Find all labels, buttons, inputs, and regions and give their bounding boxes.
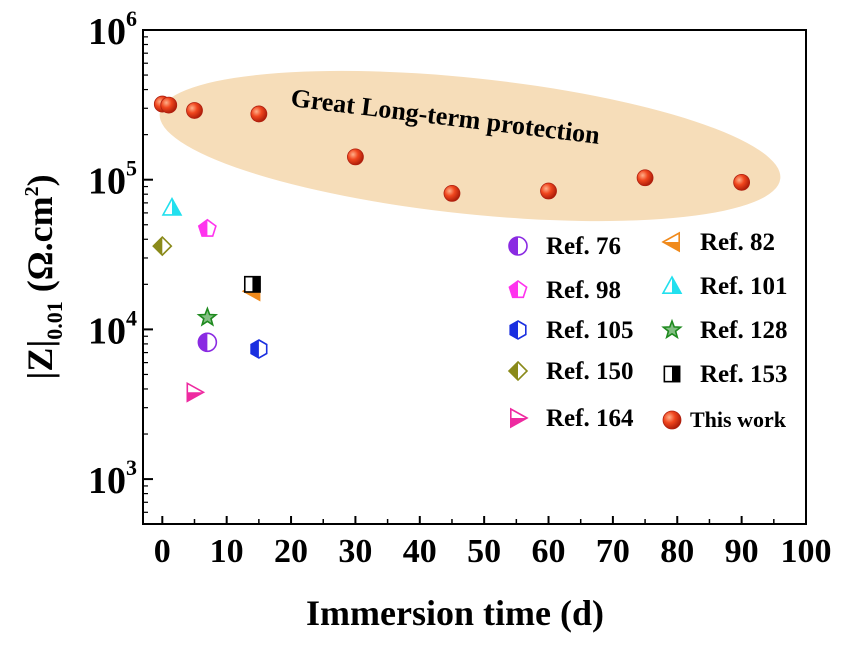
legend-marker-ref-150 xyxy=(507,360,529,382)
point-ref-101-0 xyxy=(161,197,183,216)
x-tick-label-100: 100 xyxy=(781,533,832,570)
x-tick-label-70: 70 xyxy=(596,533,630,570)
legend-marker-ref-105 xyxy=(509,320,527,340)
x-tick-label-60: 60 xyxy=(532,533,566,570)
point-ref-150-0 xyxy=(152,235,173,257)
legend-marker-ref-82 xyxy=(661,231,681,253)
legend-label-ref-128: Ref. 128 xyxy=(700,317,787,344)
y-axis-label: |Z|0.01 (Ω.cm2) xyxy=(20,174,67,379)
x-tick-label-20: 20 xyxy=(274,533,308,570)
legend-marker-this-work xyxy=(662,410,682,430)
x-tick-label-40: 40 xyxy=(403,533,437,570)
y-tick-label-6: 106 xyxy=(88,6,137,53)
legend-label-ref-98: Ref. 98 xyxy=(546,277,621,304)
point-ref-153-0 xyxy=(243,275,261,293)
point-ref-105-0 xyxy=(250,339,268,359)
legend-marker-ref-153 xyxy=(663,365,681,383)
x-tick-label-80: 80 xyxy=(660,533,694,570)
legend-label-ref-82: Ref. 82 xyxy=(700,229,775,256)
legend-marker-ref-101 xyxy=(661,275,683,295)
point-ref-128-0 xyxy=(196,306,219,327)
point-this-work-6 xyxy=(540,182,557,200)
legend-marker-ref-76 xyxy=(508,236,528,256)
x-axis-label: Immersion time (d) xyxy=(306,593,604,633)
x-tick-label-90: 90 xyxy=(725,533,759,570)
point-this-work-3 xyxy=(250,105,268,123)
point-this-work-5 xyxy=(443,184,461,202)
legend-label-ref-105: Ref. 105 xyxy=(546,317,633,344)
point-this-work-1 xyxy=(160,96,178,114)
x-tick-label-50: 50 xyxy=(467,533,501,570)
point-this-work-2 xyxy=(186,102,203,119)
point-this-work-8 xyxy=(733,173,751,191)
x-tick-label-10: 10 xyxy=(210,533,244,570)
legend-label-ref-101: Ref. 101 xyxy=(700,273,787,300)
plot-frame xyxy=(142,29,807,525)
legend-marker-ref-128 xyxy=(661,318,683,340)
x-tick-label-30: 30 xyxy=(338,533,372,570)
highlight-ellipse xyxy=(159,70,781,222)
y-tick-label-5: 105 xyxy=(88,156,137,203)
point-this-work-7 xyxy=(636,169,654,187)
point-ref-76-0 xyxy=(197,332,218,353)
legend-marker-ref-98 xyxy=(508,280,528,299)
point-ref-164-0 xyxy=(186,381,206,403)
legend-label-ref-153: Ref. 153 xyxy=(700,361,787,388)
y-tick-label-3: 103 xyxy=(88,455,137,502)
legend-marker-ref-164 xyxy=(509,407,529,429)
point-this-work-4 xyxy=(347,148,364,166)
point-ref-98-0 xyxy=(197,218,217,237)
legend-label-this-work: This work xyxy=(690,407,787,432)
legend-label-ref-150: Ref. 150 xyxy=(546,358,633,385)
legend-label-ref-76: Ref. 76 xyxy=(546,233,621,260)
legend-label-ref-164: Ref. 164 xyxy=(546,405,634,432)
x-tick-label-0: 0 xyxy=(154,533,171,570)
y-tick-label-4: 104 xyxy=(88,305,137,352)
